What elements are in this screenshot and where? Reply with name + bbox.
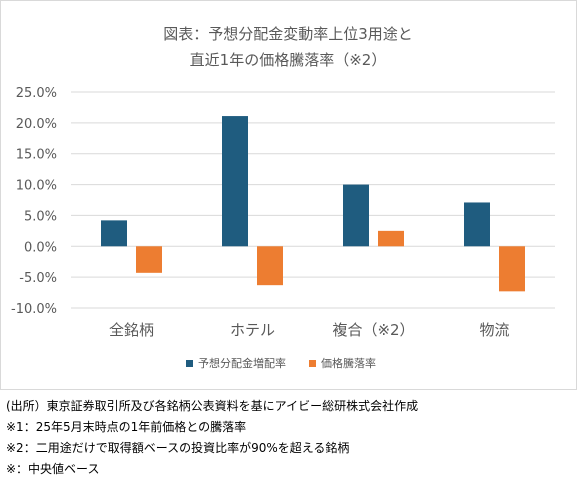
y-tick-label: 5.0%	[24, 209, 57, 224]
bar-price-change	[499, 246, 525, 292]
footnote-1: ※1：25年5月末時点の1年前価格との騰落率	[6, 420, 247, 434]
bar-dividend-change	[101, 220, 127, 247]
y-tick-label: -5.0%	[19, 271, 57, 286]
category-label: ホテル	[230, 321, 275, 339]
footnote-3: ※：中央値ベース	[6, 462, 100, 476]
category-label: 物流	[479, 321, 509, 339]
legend-swatch	[309, 360, 316, 367]
bar-dividend-change	[464, 202, 490, 247]
legend-label: 価格騰落率	[321, 356, 376, 370]
notes-section: (出所）東京証券取引所及び各銘柄公表資料を基にアイビー総研株式会社作成 ※1：2…	[6, 396, 571, 480]
legend-label: 予想分配金増配率	[198, 356, 286, 370]
category-label: 全銘柄	[109, 321, 154, 339]
chart-title-line: 直近1年の価格騰落率（※2）	[190, 51, 387, 69]
bar-dividend-change	[222, 116, 248, 247]
chart-area: 図表：予想分配金変動率上位3用途と 直近1年の価格騰落率（※2） 25.0% 20.0…	[0, 0, 577, 390]
bar-price-change	[136, 246, 162, 273]
source-note: (出所）東京証券取引所及び各銘柄公表資料を基にアイビー総研株式会社作成	[6, 399, 419, 413]
bar-dividend-change	[343, 184, 369, 247]
y-tick-label: 15.0%	[16, 148, 57, 163]
category-label: 複合（※2）	[332, 321, 414, 339]
y-tick-label: 10.0%	[16, 179, 57, 194]
y-tick-label: -10.0%	[11, 302, 57, 317]
chart-title-line: 図表：予想分配金変動率上位3用途と	[163, 25, 413, 43]
bar-price-change	[257, 246, 283, 286]
footnote-2: ※2：二用途だけで取得額ベースの投資比率が90%を超える銘柄	[6, 441, 350, 455]
y-tick-label: 20.0%	[16, 117, 57, 132]
y-tick-label: 0.0%	[24, 240, 57, 255]
legend-swatch	[186, 360, 193, 367]
bar-price-change	[378, 230, 404, 247]
y-tick-label: 25.0%	[16, 86, 57, 101]
